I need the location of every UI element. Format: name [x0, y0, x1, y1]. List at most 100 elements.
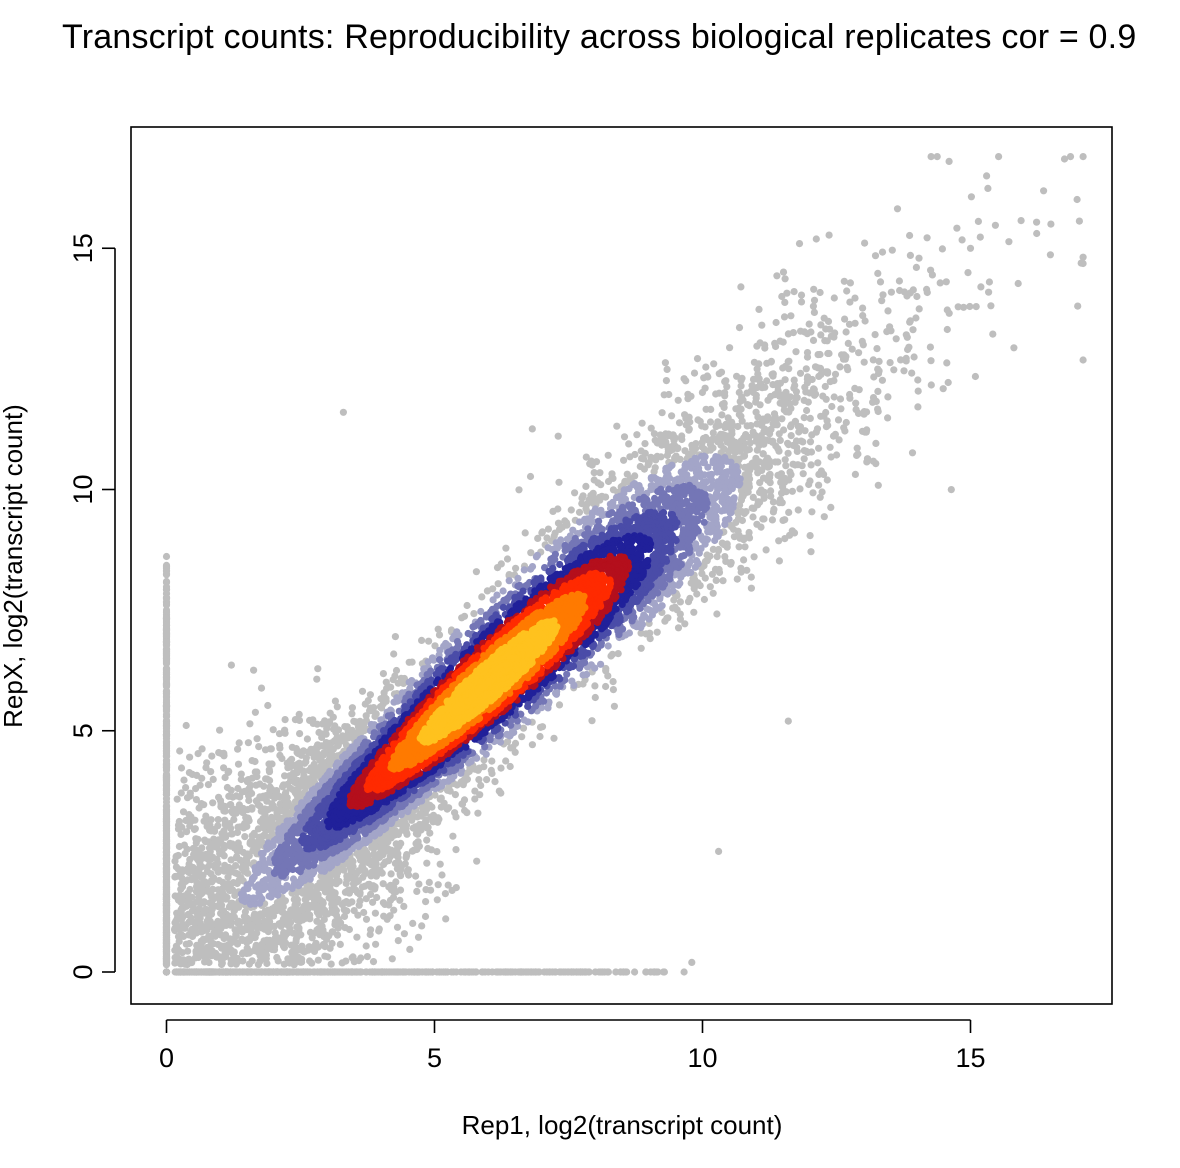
scatter-point: [245, 796, 253, 805]
scatter-point: [775, 430, 783, 438]
scatter-point: [702, 363, 710, 371]
scatter-point: [943, 306, 951, 314]
scatter-point: [620, 456, 628, 464]
scatter-point: [532, 553, 541, 561]
scatter-point: [772, 318, 780, 327]
scatter-point: [808, 431, 816, 439]
scatter-point: [815, 372, 823, 380]
scatter-point: [887, 288, 896, 296]
scatter-point: [198, 774, 206, 782]
scatter-point: [1060, 155, 1069, 163]
scatter-point: [387, 870, 395, 878]
scatter-point: [796, 485, 804, 493]
scatter-point: [892, 335, 900, 343]
scatter-point: [185, 955, 193, 963]
scatter-point: [967, 193, 976, 201]
scatter-point: [661, 359, 670, 367]
scatter-point: [313, 917, 321, 925]
scatter-point: [640, 465, 649, 473]
scatter-point: [784, 449, 792, 457]
scatter-point: [393, 923, 402, 931]
scatter-point: [776, 496, 784, 504]
scatter-point: [871, 331, 879, 339]
scatter-point: [414, 838, 422, 846]
scatter-point: [502, 757, 510, 765]
scatter-point: [674, 624, 683, 632]
scatter-point: [289, 875, 298, 883]
scatter-point: [709, 545, 717, 554]
scatter-point: [520, 566, 528, 574]
scatter-point: [755, 305, 763, 313]
scatter-point: [267, 745, 275, 753]
scatter-point: [756, 479, 764, 487]
scatter-point: [663, 451, 672, 459]
scatter-point: [502, 544, 510, 552]
scatter-point: [815, 481, 823, 489]
scatter-point: [204, 781, 212, 789]
scatter-point: [390, 906, 398, 914]
scatter-point: [740, 556, 748, 564]
scatter-point: [442, 915, 450, 923]
scatter-point: [528, 741, 537, 749]
scatter-point: [460, 796, 469, 804]
scatter-point: [858, 427, 867, 435]
scatter-point: [612, 968, 620, 976]
scatter-point: [974, 217, 983, 225]
scatter-point: [748, 504, 756, 512]
scatter-point: [908, 369, 916, 377]
scatter-point: [424, 844, 432, 853]
scatter-point: [243, 822, 251, 831]
scatter-point: [396, 896, 404, 904]
scatter-point: [795, 428, 803, 436]
scatter-point: [718, 411, 726, 419]
scatter-point: [745, 528, 753, 537]
scatter-point: [515, 486, 523, 494]
scatter-point: [874, 405, 882, 413]
scatter-point: [387, 881, 395, 889]
scatter-point: [678, 435, 686, 444]
scatter-point: [642, 968, 650, 976]
scatter-point: [983, 172, 991, 180]
scatter-point: [756, 401, 764, 409]
scatter-point: [790, 288, 798, 296]
scatter-point: [191, 816, 199, 824]
scatter-point: [260, 782, 268, 790]
scatter-point: [602, 493, 610, 501]
scatter-point: [914, 403, 922, 411]
scatter-point: [789, 460, 797, 468]
scatter-point: [794, 506, 802, 514]
scatter-point: [853, 444, 861, 452]
scatter-point: [609, 474, 617, 482]
scatter-point: [176, 968, 184, 976]
scatter-point: [883, 328, 891, 336]
scatter-point: [817, 412, 825, 420]
scatter-point: [809, 336, 818, 344]
scatter-point: [387, 683, 395, 691]
scatter-point: [321, 952, 329, 960]
scatter-point: [829, 432, 838, 440]
scatter-point: [869, 356, 877, 364]
scatter-point: [874, 269, 882, 277]
scatter-point: [803, 406, 811, 415]
scatter-point: [425, 878, 433, 887]
scatter-point: [902, 331, 910, 339]
scatter-point: [191, 825, 199, 833]
scatter-point: [555, 478, 563, 486]
scatter-point: [782, 408, 790, 416]
scatter-point: [688, 958, 696, 967]
scatter-point: [375, 925, 383, 933]
scatter-point: [322, 730, 330, 738]
scatter-point: [721, 392, 729, 400]
scatter-point: [707, 405, 715, 413]
scatter-point: [812, 235, 820, 243]
scatter-point: [497, 560, 505, 568]
scatter-point: [810, 308, 819, 316]
scatter-point: [418, 636, 426, 645]
scatter-point: [987, 302, 995, 310]
scatter-point: [563, 521, 571, 529]
scatter-point: [608, 650, 617, 658]
scatter-point: [658, 409, 666, 417]
scatter-point: [400, 930, 408, 938]
scatter-point: [669, 604, 677, 612]
scatter-point: [451, 809, 459, 817]
